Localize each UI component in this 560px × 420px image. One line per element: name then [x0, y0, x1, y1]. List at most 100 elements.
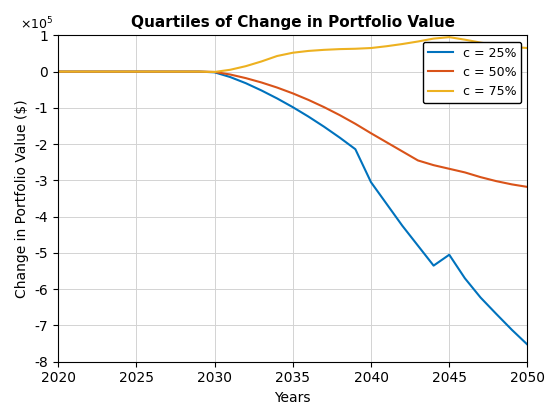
c = 25% [430, 263, 437, 268]
Legend: c = 25%, c = 50%, c = 75%: c = 25%, c = 50%, c = 75% [423, 42, 521, 103]
c = 25% [352, 147, 359, 152]
c = 25% [493, 311, 500, 316]
c = 50% [321, 105, 328, 110]
c = 75% [164, 69, 171, 74]
Text: $\times10^5$: $\times10^5$ [21, 16, 54, 32]
c = 50% [337, 113, 343, 118]
c = 50% [461, 170, 468, 175]
c = 25% [117, 69, 124, 74]
c = 25% [86, 69, 93, 74]
c = 50% [290, 91, 296, 96]
c = 50% [180, 69, 186, 74]
c = 50% [242, 76, 249, 81]
c = 25% [55, 69, 62, 74]
c = 50% [477, 175, 484, 180]
c = 25% [71, 69, 77, 74]
c = 75% [305, 48, 312, 53]
c = 25% [321, 124, 328, 129]
c = 25% [290, 105, 296, 110]
c = 50% [258, 80, 265, 85]
c = 50% [493, 178, 500, 184]
c = 50% [430, 163, 437, 168]
c = 75% [461, 37, 468, 42]
c = 25% [258, 88, 265, 93]
c = 75% [258, 59, 265, 64]
c = 50% [101, 69, 108, 74]
Line: c = 75%: c = 75% [58, 37, 528, 72]
c = 25% [461, 276, 468, 281]
c = 50% [71, 69, 77, 74]
c = 75% [148, 69, 155, 74]
c = 75% [321, 47, 328, 52]
c = 50% [352, 121, 359, 126]
c = 75% [414, 39, 421, 44]
c = 25% [368, 180, 375, 185]
c = 75% [477, 40, 484, 45]
c = 75% [352, 46, 359, 51]
c = 75% [133, 69, 139, 74]
c = 50% [227, 72, 234, 77]
c = 75% [524, 45, 531, 50]
c = 75% [195, 69, 202, 74]
c = 50% [195, 69, 202, 74]
c = 25% [524, 342, 531, 347]
Y-axis label: Change in Portfolio Value ($): Change in Portfolio Value ($) [15, 99, 29, 298]
c = 75% [117, 69, 124, 74]
c = 50% [211, 69, 218, 74]
c = 25% [195, 69, 202, 74]
X-axis label: Years: Years [274, 391, 311, 405]
c = 75% [430, 36, 437, 41]
c = 25% [337, 135, 343, 140]
Line: c = 50%: c = 50% [58, 71, 528, 187]
c = 25% [133, 69, 139, 74]
Title: Quartiles of Change in Portfolio Value: Quartiles of Change in Portfolio Value [131, 15, 455, 30]
c = 50% [524, 184, 531, 189]
c = 25% [446, 252, 452, 257]
c = 25% [242, 81, 249, 86]
c = 50% [414, 158, 421, 163]
c = 25% [164, 69, 171, 74]
c = 25% [180, 69, 186, 74]
c = 75% [55, 69, 62, 74]
c = 75% [211, 69, 218, 74]
c = 25% [477, 295, 484, 300]
c = 50% [274, 85, 281, 90]
c = 75% [274, 53, 281, 58]
c = 50% [399, 149, 405, 154]
c = 50% [55, 69, 62, 74]
c = 25% [508, 327, 515, 332]
c = 50% [368, 131, 375, 136]
c = 50% [133, 69, 139, 74]
c = 75% [101, 69, 108, 74]
c = 75% [399, 42, 405, 47]
c = 75% [368, 45, 375, 50]
c = 25% [414, 243, 421, 248]
c = 25% [383, 202, 390, 207]
c = 25% [101, 69, 108, 74]
c = 75% [227, 67, 234, 72]
c = 25% [274, 96, 281, 101]
c = 50% [446, 166, 452, 171]
c = 75% [71, 69, 77, 74]
c = 50% [508, 182, 515, 187]
c = 75% [180, 69, 186, 74]
c = 75% [290, 50, 296, 55]
c = 50% [164, 69, 171, 74]
c = 50% [383, 140, 390, 145]
c = 50% [305, 97, 312, 102]
c = 75% [337, 47, 343, 52]
c = 75% [86, 69, 93, 74]
Line: c = 25%: c = 25% [58, 71, 528, 345]
c = 50% [148, 69, 155, 74]
c = 75% [383, 44, 390, 49]
c = 50% [117, 69, 124, 74]
c = 25% [227, 74, 234, 79]
c = 75% [242, 64, 249, 69]
c = 25% [148, 69, 155, 74]
c = 25% [399, 223, 405, 228]
c = 25% [211, 70, 218, 75]
c = 50% [86, 69, 93, 74]
c = 25% [305, 114, 312, 119]
c = 75% [446, 34, 452, 39]
c = 75% [508, 45, 515, 50]
